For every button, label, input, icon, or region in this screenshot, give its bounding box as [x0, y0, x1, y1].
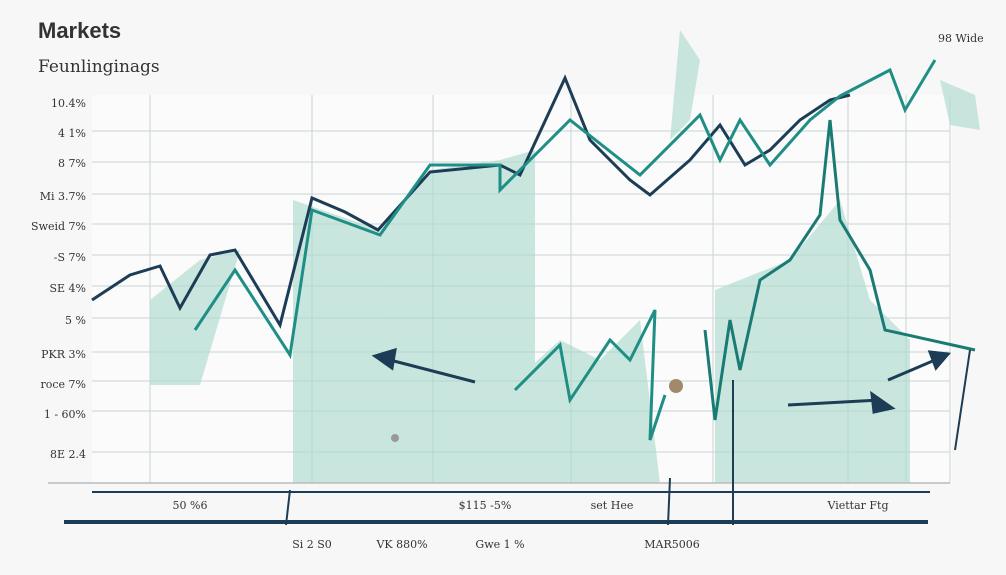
x-label: Si 2 S0	[292, 538, 332, 551]
y-label: PKR 3%	[41, 348, 86, 361]
y-label: Mi 3.7%	[40, 190, 86, 203]
y-label: 8 7%	[58, 157, 86, 170]
y-label: 5 %	[65, 314, 86, 327]
corner-label: 98 Wide	[938, 32, 984, 45]
y-label: Sweid 7%	[31, 220, 86, 233]
teal-line-3	[703, 119, 976, 421]
x-label: 50 %6	[173, 499, 208, 512]
x-label: MAR5006	[644, 538, 699, 551]
x-label: VK 880%	[375, 538, 427, 551]
y-label: SE 4%	[49, 282, 86, 295]
x-label: $115 -5%	[459, 499, 512, 512]
tick-marks	[285, 380, 734, 526]
labels: 10.4% 4 1% 8 7% Mi 3.7% Sweid 7% -S 7% SE 4% 5 …	[31, 97, 888, 551]
y-label: 4 1%	[58, 127, 86, 140]
x-label: set Hee	[591, 499, 634, 512]
teal-line-2	[513, 309, 667, 441]
subtitle: Feunlinginags	[38, 57, 160, 77]
dot	[391, 434, 399, 442]
arrows	[371, 347, 951, 414]
y-label: 10.4%	[51, 97, 86, 110]
stroke	[954, 349, 971, 451]
area-fills	[150, 30, 980, 483]
teal-line	[193, 59, 937, 360]
dot	[669, 379, 683, 393]
title: Markets	[38, 18, 121, 43]
dark-line	[91, 74, 851, 329]
y-label: roce 7%	[41, 378, 87, 391]
x-label: Viettar Ftg	[826, 499, 888, 512]
y-label: -S 7%	[54, 251, 86, 264]
y-label: 1 - 60%	[44, 408, 86, 421]
y-label: 8E 2.4	[50, 448, 86, 461]
x-label: Gwe 1 %	[475, 538, 524, 551]
